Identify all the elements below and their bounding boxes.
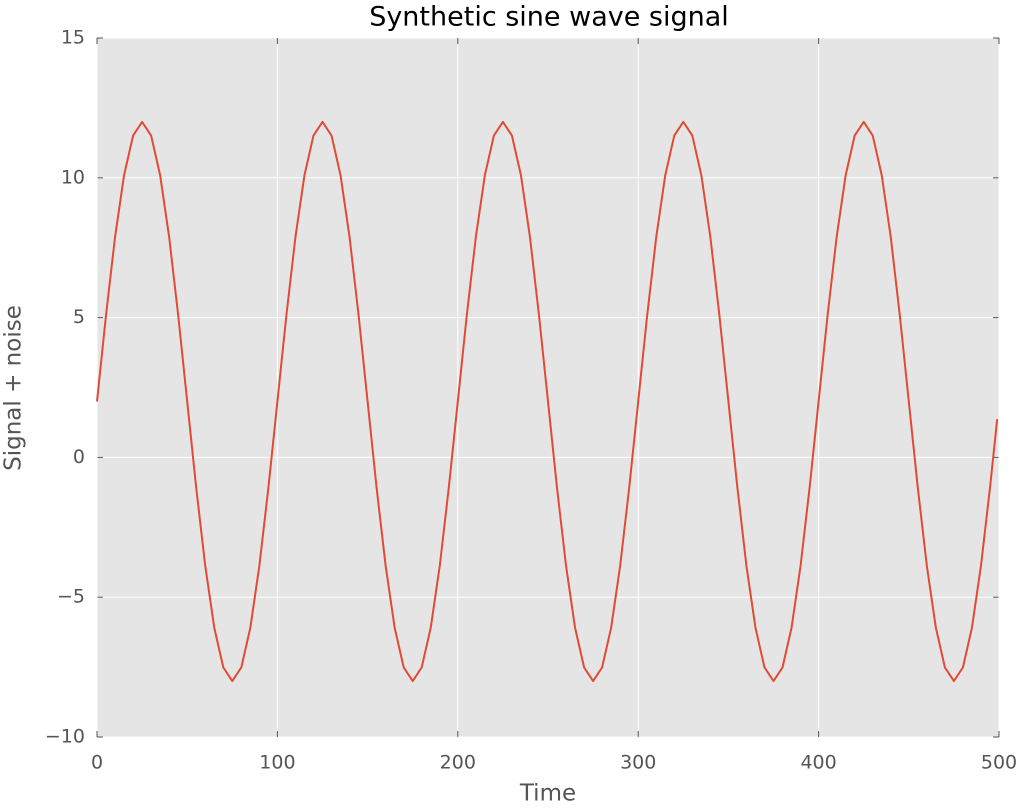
x-tick-label: 0: [91, 752, 103, 774]
x-tick-label: 500: [981, 752, 1017, 774]
y-tick-label: 5: [73, 306, 85, 328]
y-tick-label: 10: [61, 166, 85, 188]
y-tick-label: 0: [73, 446, 85, 468]
x-axis-label: Time: [519, 781, 576, 807]
x-tick-label: 300: [620, 752, 656, 774]
x-tick-label: 400: [800, 752, 836, 774]
x-tick-label: 200: [440, 752, 476, 774]
y-axis-label: Signal + noise: [1, 305, 27, 471]
y-tick-label: 15: [61, 27, 85, 49]
chart-title: Synthetic sine wave signal: [369, 2, 729, 33]
y-tick-label: −5: [57, 586, 85, 608]
plot-area: [97, 38, 999, 737]
x-tick-label: 100: [259, 752, 295, 774]
y-tick-label: −10: [45, 726, 85, 748]
signal-line: [96, 120, 999, 683]
